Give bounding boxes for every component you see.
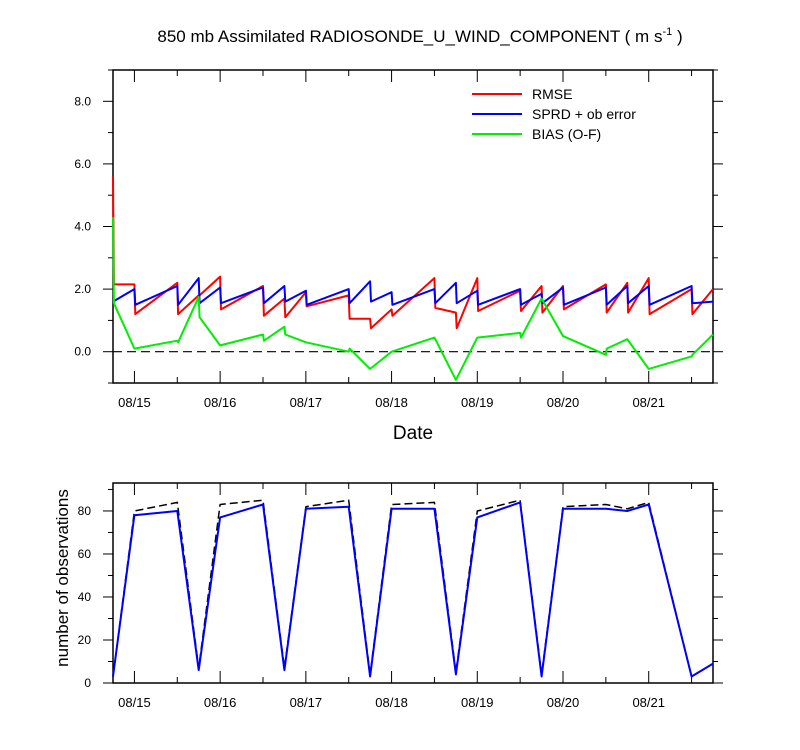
x-axis-label: Date [393, 423, 433, 444]
x-tick-label: 08/17 [290, 395, 323, 410]
y-tick-label: 0.0 [74, 345, 91, 359]
x-tick-label: 08/17 [290, 695, 323, 710]
x-tick-label: 08/20 [547, 695, 580, 710]
y-tick-label: 80 [78, 504, 92, 518]
series-line-1-3 [112, 217, 714, 381]
x-tick-label: 08/16 [204, 695, 237, 710]
chart-title: 850 mb Assimilated RADIOSONDE_U_WIND_COM… [157, 26, 682, 46]
x-tick-label: 08/20 [547, 395, 580, 410]
y-tick-label: 2.0 [74, 282, 91, 296]
y-axis-label: number of observations [53, 489, 72, 667]
series-line-2-2 [112, 501, 714, 678]
y-tick-label: 8.0 [74, 94, 91, 108]
x-tick-label: 08/18 [375, 395, 408, 410]
series-line-1-2 [112, 277, 714, 306]
x-tick-label: 08/15 [118, 395, 151, 410]
legend-label: BIAS (O-F) [532, 126, 601, 142]
x-tick-label: 08/21 [632, 395, 665, 410]
series-line-1-1 [112, 176, 714, 330]
y-tick-label: 6.0 [74, 157, 91, 171]
legend-label: RMSE [532, 86, 572, 102]
panel-1 [103, 69, 723, 384]
legend-label: SPRD + ob error [532, 106, 636, 122]
y-tick-label: 60 [78, 547, 92, 561]
x-tick-label: 08/19 [461, 695, 494, 710]
y-tick-label: 20 [78, 633, 92, 647]
panel-2 [103, 482, 723, 684]
y-tick-label: 0 [84, 676, 91, 690]
x-tick-label: 08/15 [118, 695, 151, 710]
x-tick-label: 08/18 [375, 695, 408, 710]
y-tick-label: 40 [78, 590, 92, 604]
x-tick-label: 08/19 [461, 395, 494, 410]
y-tick-label: 4.0 [74, 220, 91, 234]
plot-frame [112, 482, 714, 684]
x-tick-label: 08/16 [204, 395, 237, 410]
series-line-2-1 [112, 499, 714, 678]
x-tick-label: 08/21 [632, 695, 665, 710]
